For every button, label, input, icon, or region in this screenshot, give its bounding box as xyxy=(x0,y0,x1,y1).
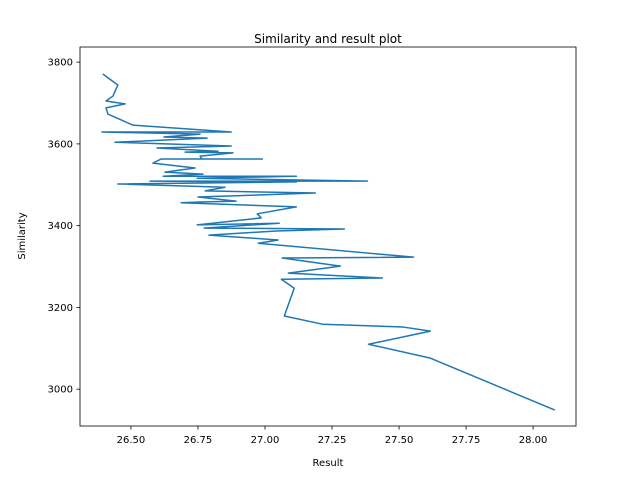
x-tick-label: 27.50 xyxy=(385,435,414,446)
x-tick-label: 27.75 xyxy=(452,435,481,446)
y-tick-label: 3200 xyxy=(48,303,73,314)
x-tick-label: 27.25 xyxy=(318,435,347,446)
x-tick-label: 28.00 xyxy=(519,435,548,446)
x-tick-label: 27.00 xyxy=(251,435,280,446)
y-tick-label: 3400 xyxy=(48,221,73,232)
y-tick-label: 3600 xyxy=(48,139,73,150)
data-line xyxy=(101,73,556,411)
x-tick-label: 26.50 xyxy=(117,435,146,446)
y-tick-label: 3800 xyxy=(48,58,73,69)
chart-title: Similarity and result plot xyxy=(254,32,402,46)
y-tick-label: 3000 xyxy=(48,385,73,396)
x-tick-label: 26.75 xyxy=(184,435,213,446)
plot-frame xyxy=(79,46,577,427)
x-axis-label: Result xyxy=(313,458,344,469)
y-axis-label: Similarity xyxy=(17,212,28,259)
